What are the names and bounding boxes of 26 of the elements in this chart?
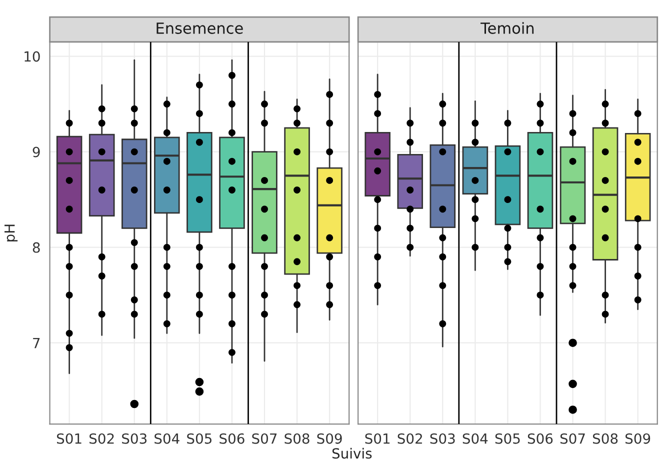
- x-tick-label: S03: [122, 433, 147, 444]
- x-tick-label: S09: [626, 433, 650, 444]
- x-tick-label: S04: [154, 433, 180, 444]
- x-tick-label: S06: [528, 433, 553, 444]
- y-tick-label: 9: [32, 146, 40, 158]
- chart-title: Temoin: [480, 22, 534, 34]
- y-tick-label: 10: [24, 51, 40, 62]
- x-tick-label: S06: [220, 433, 244, 444]
- x-tick-label: S02: [398, 433, 422, 444]
- x-tick-label: S03: [430, 433, 455, 444]
- x-tick-label: S07: [252, 433, 277, 444]
- x-tick-label: S07: [560, 433, 585, 444]
- x-tick-label: S08: [592, 433, 618, 444]
- y-tick-label: 8: [32, 242, 40, 253]
- chart-title: Ensemence: [156, 22, 243, 34]
- x-tick-label: S01: [56, 433, 82, 444]
- x-axis-title: Suivis: [332, 448, 372, 459]
- x-tick-label: S04: [462, 433, 488, 444]
- y-axis-title: pH: [4, 224, 18, 242]
- x-tick-label: S08: [284, 433, 310, 444]
- x-tick-label: S09: [317, 433, 342, 444]
- x-tick-label: S01: [365, 433, 390, 444]
- x-tick-label: S05: [187, 433, 212, 444]
- x-tick-label: S02: [90, 433, 114, 444]
- y-tick-label: 7: [33, 338, 40, 348]
- x-tick-label: S05: [495, 433, 520, 444]
